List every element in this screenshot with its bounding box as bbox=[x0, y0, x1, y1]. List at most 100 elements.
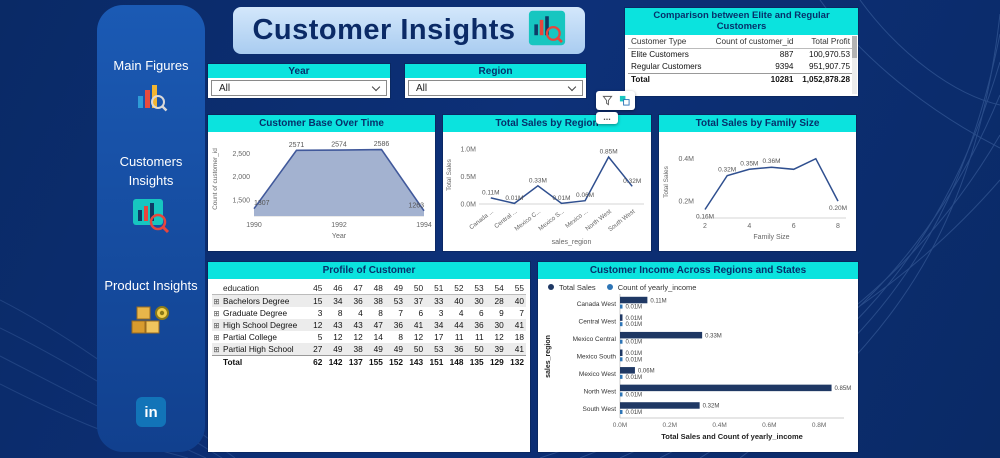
svg-text:Total Sales: Total Sales bbox=[663, 165, 670, 198]
chevron-down-icon bbox=[567, 82, 577, 91]
table-row: ⊞ Graduate Degree 3 8 4 8 7 6 3 4 6 9 7 bbox=[213, 308, 524, 318]
svg-text:0.11M: 0.11M bbox=[482, 189, 500, 196]
chart-title: Total Sales by Family Size bbox=[659, 115, 856, 132]
svg-text:0.2M: 0.2M bbox=[663, 422, 677, 429]
svg-text:Total Sales and Count of yearl: Total Sales and Count of yearly_income bbox=[661, 432, 803, 441]
svg-text:0.36M: 0.36M bbox=[762, 158, 780, 165]
svg-text:0.01M: 0.01M bbox=[625, 316, 642, 322]
svg-text:0.20M: 0.20M bbox=[829, 205, 847, 212]
svg-text:0.01M: 0.01M bbox=[625, 351, 642, 357]
svg-text:0.6M: 0.6M bbox=[762, 422, 776, 429]
svg-text:South West: South West bbox=[583, 406, 617, 413]
sales-by-family-chart-panel: Total Sales by Family Size 0.2M 0.4M 2 4 6 8 0… bbox=[659, 115, 856, 251]
svg-text:0.5M: 0.5M bbox=[460, 174, 476, 181]
customer-analytics-icon bbox=[97, 195, 205, 242]
svg-text:1.0M: 1.0M bbox=[460, 146, 476, 153]
scrollbar[interactable] bbox=[852, 36, 857, 94]
svg-text:0.32M: 0.32M bbox=[623, 178, 641, 185]
sidebar-item-label: Product Insights bbox=[104, 278, 198, 293]
comparison-table: Customer Type Count of customer_id Total… bbox=[628, 35, 853, 86]
svg-text:1263: 1263 bbox=[408, 202, 424, 209]
sidebar-item-label: Customers Insights bbox=[119, 154, 183, 188]
chart-title: Profile of Customer bbox=[208, 262, 530, 279]
svg-text:0.2M: 0.2M bbox=[678, 199, 694, 206]
svg-text:0.06M: 0.06M bbox=[638, 369, 655, 375]
visual-toolbar: ... bbox=[596, 91, 635, 124]
expand-icon[interactable]: ⊞ bbox=[213, 344, 220, 354]
table-row: ⊞ Bachelors Degree 15 34 36 38 53 37 33 40 30 28 40 bbox=[212, 294, 526, 307]
region-dropdown[interactable]: All bbox=[408, 80, 583, 96]
svg-text:0.16M: 0.16M bbox=[696, 214, 714, 221]
legend-label: Count of yearly_income bbox=[617, 282, 697, 292]
svg-text:0.32M: 0.32M bbox=[703, 404, 720, 410]
table-row: ⊞ High School Degree 12 43 43 47 36 41 34 44 36 30 4… bbox=[212, 319, 526, 331]
sidebar-item-product-insights[interactable]: Product Insights bbox=[97, 277, 205, 345]
expand-icon[interactable]: ⊞ bbox=[213, 320, 220, 330]
chart-legend: Total Sales Count of yearly_income bbox=[538, 279, 858, 292]
svg-text:1990: 1990 bbox=[246, 222, 262, 229]
page-title: Customer Insights bbox=[233, 7, 585, 54]
comparison-table-panel: Comparison between Elite and Regular Cus… bbox=[625, 8, 858, 96]
linkedin-link[interactable]: in bbox=[97, 397, 205, 427]
svg-text:0.01M: 0.01M bbox=[552, 195, 570, 202]
chevron-down-icon bbox=[371, 82, 381, 91]
expand-icon[interactable]: ⊞ bbox=[213, 308, 220, 318]
svg-text:0.0M: 0.0M bbox=[460, 202, 476, 209]
svg-text:0.32M: 0.32M bbox=[718, 167, 736, 174]
svg-text:0.01M: 0.01M bbox=[625, 357, 642, 363]
profile-matrix-table: education 45 46 47 48 49 50 51 52 53 54 55 ⊞ Bachelor… bbox=[212, 281, 526, 368]
sales-by-family-line-chart: 0.2M 0.4M 2 4 6 8 0.16M 0.32M 0.35M 0.36M 0.20M Fam… bbox=[663, 156, 847, 241]
svg-text:2586: 2586 bbox=[374, 141, 390, 148]
copy-visual-icon[interactable] bbox=[617, 94, 631, 107]
column-header: Count of customer_id bbox=[708, 35, 797, 49]
scrollbar-thumb[interactable] bbox=[852, 36, 857, 58]
sidebar-item-label: Main Figures bbox=[113, 58, 189, 73]
svg-text:Mexico Central: Mexico Central bbox=[573, 336, 617, 343]
svg-text:Family Size: Family Size bbox=[753, 234, 789, 241]
chart-title: Customer Income Across Regions and State… bbox=[538, 262, 858, 279]
svg-text:0.4M: 0.4M bbox=[712, 422, 726, 429]
table-total-row: Total 10281 1,052,878.28 bbox=[628, 72, 853, 86]
svg-text:2: 2 bbox=[703, 223, 707, 230]
table-row: Elite Customers 887 100,970.53 bbox=[631, 50, 850, 60]
svg-text:0.01M: 0.01M bbox=[625, 375, 642, 381]
year-slicer: Year All bbox=[208, 64, 390, 98]
svg-text:2574: 2574 bbox=[331, 142, 347, 149]
year-dropdown[interactable]: All bbox=[211, 80, 387, 96]
svg-text:Canada ...: Canada ... bbox=[468, 208, 495, 231]
svg-text:0.01M: 0.01M bbox=[625, 410, 642, 416]
svg-text:0.11M: 0.11M bbox=[650, 298, 666, 304]
expand-icon[interactable]: ⊞ bbox=[213, 296, 220, 306]
svg-text:8: 8 bbox=[836, 223, 840, 230]
region-slicer-title: Region bbox=[405, 64, 586, 78]
svg-text:1992: 1992 bbox=[331, 222, 347, 229]
svg-text:North West: North West bbox=[584, 389, 617, 396]
svg-text:Mexico South: Mexico South bbox=[577, 354, 617, 361]
svg-text:0.85M: 0.85M bbox=[835, 386, 852, 392]
svg-text:Canada West: Canada West bbox=[577, 301, 616, 308]
matrix-header-row: education 45 46 47 48 49 50 51 52 53 54 55 bbox=[212, 281, 526, 295]
svg-text:0.01M: 0.01M bbox=[505, 195, 523, 202]
more-options-button[interactable]: ... bbox=[596, 112, 618, 124]
matrix-total-row: Total 62 142 137 155 152 143 151 148 135 129 132 bbox=[212, 355, 526, 368]
svg-text:Mexico S...: Mexico S... bbox=[537, 208, 566, 233]
svg-text:0.85M: 0.85M bbox=[600, 149, 618, 156]
svg-text:2,500: 2,500 bbox=[232, 151, 250, 158]
table-row: ⊞ Partial High School 27 49 38 49 49 50 53 36 50 39… bbox=[212, 343, 526, 356]
column-header: Customer Type bbox=[628, 35, 709, 49]
product-boxes-gear-icon bbox=[97, 300, 205, 345]
svg-text:2571: 2571 bbox=[289, 142, 305, 149]
svg-text:0.01M: 0.01M bbox=[625, 392, 642, 398]
svg-text:0.01M: 0.01M bbox=[625, 340, 642, 346]
comparison-title: Comparison between Elite and Regular Cus… bbox=[625, 8, 858, 35]
filter-icon[interactable] bbox=[600, 94, 614, 107]
page-title-text: Customer Insights bbox=[252, 14, 516, 46]
svg-text:2,000: 2,000 bbox=[232, 174, 250, 181]
year-slicer-title: Year bbox=[208, 64, 390, 78]
table-row: ⊞ Partial College 5 12 12 14 8 12 17 11 11 12 18 bbox=[213, 332, 524, 342]
svg-text:4: 4 bbox=[747, 223, 751, 230]
customer-base-area-chart: 1,500 2,000 2,500 1990 1992 1994 1307 2571 2574 2… bbox=[212, 141, 432, 240]
sidebar-item-customers-insights[interactable]: Customers Insights bbox=[97, 153, 205, 242]
expand-icon[interactable]: ⊞ bbox=[213, 332, 220, 342]
sidebar-item-main-figures[interactable]: Main Figures bbox=[97, 57, 205, 119]
